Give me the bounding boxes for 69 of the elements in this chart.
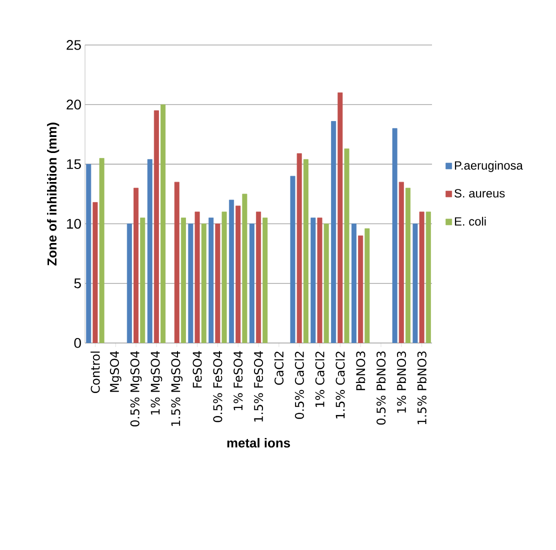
bar <box>147 159 152 343</box>
bar <box>236 206 241 343</box>
x-tick-label: 0.5% CaCl2 <box>294 352 304 419</box>
bar <box>398 182 404 343</box>
x-tick-label: 0.5% MgSO4 <box>130 351 142 426</box>
x-axis-title: metal ions <box>227 438 290 448</box>
x-tick-label: 1% CaCl2 <box>315 352 324 407</box>
y-tick-label: 0 <box>74 338 81 348</box>
x-tick-label: 1% MgSO4 <box>150 351 162 414</box>
bar <box>222 212 227 343</box>
bar <box>180 218 186 343</box>
bar <box>317 218 322 343</box>
y-tick-label: 25 <box>66 40 81 50</box>
bar <box>296 153 302 343</box>
bar <box>392 128 398 343</box>
bar <box>134 188 139 343</box>
y-tick-label: 15 <box>67 159 81 170</box>
bar <box>229 200 234 343</box>
bar <box>249 224 254 343</box>
bar <box>344 148 350 343</box>
legend-label: P.aeruginosa <box>454 160 523 172</box>
bar <box>303 159 308 343</box>
x-tick-label: 1.5% FeSO4 <box>254 351 264 422</box>
legend-label: E. coli <box>454 216 486 226</box>
bar <box>338 92 343 343</box>
bar <box>208 218 214 343</box>
bar <box>351 224 356 343</box>
x-tick-label: 0.5% FeSO4 <box>213 351 222 422</box>
y-tick-label: 10 <box>67 218 81 229</box>
bar <box>242 194 248 343</box>
bar <box>99 158 104 343</box>
bar <box>364 228 370 343</box>
x-tick-label: 1% FeSO4 <box>234 351 243 410</box>
x-tick-label: Control <box>90 352 100 394</box>
bar <box>154 110 159 343</box>
x-tick-label: 1.5% PbNO3 <box>417 351 426 424</box>
bar <box>201 224 206 343</box>
x-tick-label: FeSO4 <box>192 351 202 388</box>
y-tick-label: 20 <box>66 100 81 110</box>
bar <box>310 218 316 343</box>
bar <box>194 212 200 343</box>
bar <box>256 212 262 343</box>
bar <box>358 236 364 343</box>
bar <box>405 188 410 343</box>
bar <box>290 176 296 343</box>
bar <box>126 224 132 343</box>
bar <box>188 224 194 343</box>
y-tick-label: 5 <box>74 278 81 288</box>
legend-label: S. aureus <box>454 189 505 198</box>
x-tick-label: PbNO3 <box>356 351 366 390</box>
y-axis-title: Zone of inhibition (mm) <box>47 122 60 266</box>
bar <box>174 182 180 343</box>
bar <box>86 164 92 343</box>
bar <box>262 218 268 343</box>
bar <box>426 212 431 343</box>
x-tick-label: 1.5% CaCl2 <box>336 352 345 418</box>
x-tick-label: 1.5% MgSO4 <box>171 351 183 426</box>
bar <box>92 202 98 343</box>
bar <box>331 121 336 343</box>
bar <box>140 218 146 343</box>
bar <box>324 224 329 343</box>
x-tick-label: CaCl2 <box>274 352 284 385</box>
x-tick-label: 0.5% PbNO3 <box>376 351 386 425</box>
bar <box>160 104 166 343</box>
bar <box>215 224 220 343</box>
bar <box>412 224 418 343</box>
x-tick-label: MgSO4 <box>110 351 122 392</box>
x-tick-label: 1% PbNO3 <box>396 351 406 413</box>
bar <box>419 212 424 343</box>
